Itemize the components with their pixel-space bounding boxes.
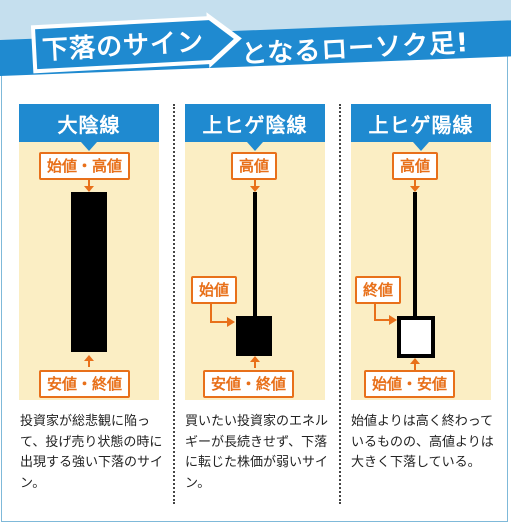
label-open-low: 始値・安値 — [364, 370, 456, 398]
panel-heading-text: 上ヒゲ陽線 — [368, 112, 474, 137]
heading-notch — [81, 142, 97, 151]
title-arrow: 下落のサイン — [29, 11, 242, 78]
label-low-close: 安値・終値 — [39, 370, 131, 398]
label-low-close: 安値・終値 — [203, 370, 295, 398]
arrow-bent-icon — [374, 302, 397, 325]
arrow-up-icon — [410, 358, 420, 370]
description-large-bearish: 投資家が総悲観に陥って、投げ売り状態の時に出現する強い下落のサイン。 — [20, 414, 164, 491]
heading-notch — [247, 142, 263, 151]
heading-notch — [413, 142, 429, 151]
candle-wick — [253, 192, 257, 316]
panel-large-bearish: 大陰線 始値・高値 安値・終値 — [19, 104, 159, 400]
separator-2 — [339, 104, 341, 504]
panel-upper-shadow-bearish: 上ヒゲ陰線 高値 始値 安値・終値 — [185, 104, 325, 400]
panel-heading: 上ヒゲ陰線 — [185, 104, 325, 151]
arrow-up-icon — [84, 355, 94, 367]
candle-body — [71, 192, 107, 352]
candle-body — [397, 316, 435, 358]
arrow-bent-icon — [210, 302, 235, 327]
candle-wick — [413, 192, 417, 316]
label-open-high: 始値・高値 — [39, 152, 131, 180]
arrow-down-icon — [410, 180, 420, 192]
description-upper-shadow-bullish: 始値よりは高く終わっているものの、高値よりは大きく下落している。 — [351, 414, 494, 470]
label-high: 高値 — [392, 152, 439, 180]
panel-heading-text: 上ヒゲ陰線 — [202, 112, 308, 137]
arrow-up-icon — [250, 356, 260, 368]
panel-heading: 大陰線 — [19, 104, 159, 151]
label-high: 高値 — [231, 152, 278, 180]
label-open: 始値 — [191, 276, 238, 304]
panel-heading-text: 大陰線 — [57, 112, 121, 137]
arrow-down-icon — [250, 180, 260, 192]
candle-body — [236, 316, 272, 356]
arrow-shape-icon — [30, 12, 242, 74]
panel-heading: 上ヒゲ陽線 — [351, 104, 491, 151]
arrow-down-icon — [84, 180, 94, 192]
label-close: 終値 — [355, 276, 402, 304]
panel-upper-shadow-bullish: 上ヒゲ陽線 高値 終値 始値・安値 — [351, 104, 491, 400]
separator-1 — [173, 104, 175, 504]
description-upper-shadow-bearish: 買いたい投資家のエネルギーが長続きせず、下落に転じた株価が弱いサイン。 — [185, 414, 329, 491]
